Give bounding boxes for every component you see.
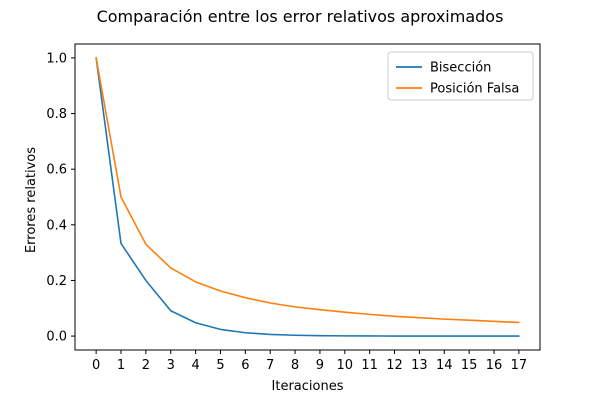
- x-tick-label: 8: [291, 358, 299, 373]
- x-tick-label: 15: [461, 358, 478, 373]
- x-tick-label: 9: [316, 358, 324, 373]
- x-tick-label: 0: [92, 358, 100, 373]
- y-tick-label: 0.8: [46, 107, 67, 122]
- y-tick-label: 1.0: [46, 51, 67, 66]
- x-tick-label: 3: [167, 358, 175, 373]
- series-line-1: [95, 57, 520, 324]
- plot-area: 0.00.20.40.60.81.00 1 2 3 4 5 6 7 8 9 10 11 12 13 14 15…: [46, 43, 541, 373]
- x-tick-label: 7: [266, 358, 274, 373]
- y-tick-label: 0.6: [46, 163, 67, 178]
- x-tick-label: 13: [411, 358, 428, 373]
- legend-box: [387, 51, 534, 101]
- x-tick-label: 12: [386, 358, 403, 373]
- x-tick-label: 4: [191, 358, 199, 373]
- plot-frame: [74, 43, 541, 351]
- x-tick-label: 10: [337, 358, 354, 373]
- legend-entry: Bisección: [430, 61, 491, 76]
- x-tick-label: 11: [361, 358, 378, 373]
- y-axis-label: Errores relativos: [24, 147, 39, 253]
- chart-title: Comparación entre los error relativos ap…: [97, 7, 504, 26]
- x-axis-label: Iteraciones: [272, 379, 344, 394]
- legend: Bisección Posición Falsa: [387, 51, 534, 101]
- x-tick-label: 6: [241, 358, 249, 373]
- x-tick-label: 5: [216, 358, 224, 373]
- x-tick-label: 17: [511, 358, 528, 373]
- x-tick-label: 1: [117, 358, 125, 373]
- y-tick-label: 0.0: [46, 330, 67, 345]
- x-tick-label: 2: [142, 358, 150, 373]
- series-line-0: [95, 57, 520, 337]
- x-tick-label: 16: [486, 358, 503, 373]
- y-tick-label: 0.4: [46, 218, 67, 233]
- x-tick-label: 14: [436, 358, 453, 373]
- y-tick-label: 0.2: [46, 274, 67, 289]
- legend-entry: Posición Falsa: [430, 82, 519, 97]
